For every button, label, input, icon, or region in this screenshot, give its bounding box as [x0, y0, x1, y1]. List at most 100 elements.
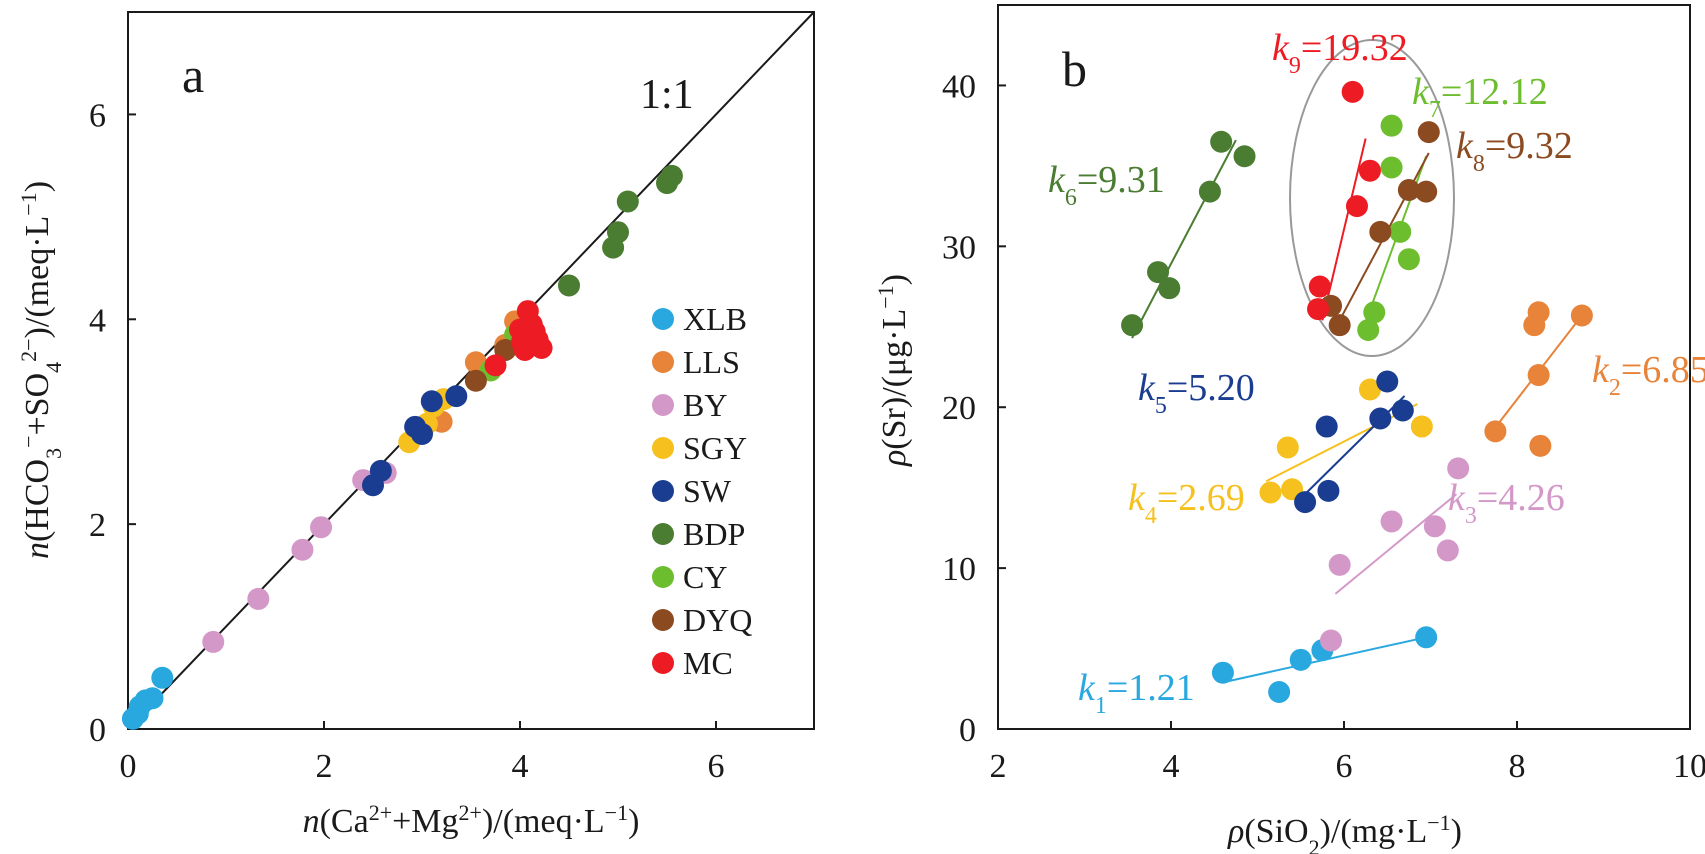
legend-label-sw: SW [683, 473, 732, 509]
slope-label-bdp: k6=9.31 [1048, 159, 1165, 211]
point-sw [420, 390, 443, 413]
legend-label-lls: LLS [683, 344, 740, 380]
point-by [1447, 457, 1470, 480]
legend-marker-sgy [652, 437, 674, 459]
legend-label-cy: CY [683, 559, 727, 595]
point-xlb [141, 687, 164, 710]
point-by [1320, 629, 1343, 652]
panel-b-slope-labels: k1=1.21 k2=6.85 k3=4.26 k4=2.69 k5=5.20 k6=9.… [1048, 27, 1705, 719]
point-cy [1357, 318, 1380, 341]
y-tick-label: 4 [89, 302, 106, 339]
panel-a-y-axis-label: n(HCO3−+SO42−)/(meq·L−1) [16, 181, 66, 559]
panel-b-axes: 2 4 6 8 10 0 10 20 30 40 [942, 68, 1705, 785]
slope-label-lls: k2=6.85 [1592, 349, 1705, 401]
point-sw [1294, 491, 1317, 514]
legend-marker-mc [652, 652, 674, 674]
point-dyq [1415, 180, 1438, 203]
point-bdp [1210, 130, 1233, 153]
legend-marker-by [652, 394, 674, 416]
point-sw [369, 459, 392, 482]
point-xlb [1211, 661, 1234, 684]
legend-label-xlb: XLB [683, 301, 747, 337]
point-xlb [151, 666, 174, 689]
panel-a-points [121, 164, 683, 730]
panel-b-plot-area [997, 4, 1691, 730]
legend-marker-xlb [652, 308, 674, 330]
point-mc [530, 336, 553, 359]
slope-label-mc: k9=19.32 [1272, 27, 1408, 79]
point-sw [1317, 479, 1340, 502]
panel-b-points [1121, 80, 1593, 703]
point-bdp [1198, 180, 1221, 203]
point-sgy [1410, 415, 1433, 438]
y-tick-label: 20 [942, 390, 976, 427]
slope-label-cy: k7=12.12 [1412, 71, 1548, 123]
point-lls [1484, 420, 1507, 443]
point-bdp [558, 274, 580, 297]
x-tick-label: 8 [1509, 748, 1526, 785]
point-by [202, 630, 225, 653]
point-sgy [1259, 481, 1282, 504]
y-tick-label: 10 [942, 551, 976, 588]
point-bdp [607, 221, 629, 244]
fit-line-bdp [1131, 139, 1237, 339]
point-lls [1527, 301, 1550, 324]
point-bdp [1121, 314, 1144, 337]
point-cy [1363, 301, 1386, 324]
slope-label-sgy: k4=2.69 [1128, 477, 1245, 529]
y-tick-label: 0 [89, 712, 106, 749]
point-dyq [1369, 220, 1392, 243]
panel-b-x-axis-label: ρ(SiO2)/(mg·L−1) [1227, 810, 1462, 854]
legend-marker-sw [652, 480, 674, 502]
panel-a-x-axis-label: n(Ca2++Mg2+)/(meq·L−1) [303, 800, 640, 841]
y-tick-label: 2 [89, 507, 106, 544]
point-mc [484, 354, 507, 377]
point-bdp [660, 164, 683, 187]
x-tick-label: 2 [990, 748, 1007, 785]
legend-label-mc: MC [683, 645, 733, 681]
point-sw [1391, 399, 1414, 422]
panel-b-fit-lines [1131, 138, 1583, 684]
legend-marker-lls [652, 351, 674, 373]
x-tick-label: 10 [1673, 748, 1705, 785]
point-cy [1397, 248, 1420, 271]
point-bdp [616, 190, 639, 213]
slope-label-sw: k5=5.20 [1138, 367, 1255, 419]
point-bdp [1158, 277, 1181, 300]
panel-a: a 1:1 0 2 4 6 0 2 4 6 XLB LLS BY SGY SW BDP CY DYQ MC n… [16, 11, 815, 841]
point-mc [1308, 275, 1331, 298]
point-lls [1529, 434, 1552, 457]
fit-line-by [1334, 493, 1458, 595]
point-sw [1369, 407, 1392, 430]
x-tick-label: 6 [708, 748, 725, 785]
point-sgy [1358, 378, 1381, 401]
point-sgy [1276, 436, 1299, 459]
panel-b-y-axis-label: ρ(Sr)/(μg·L−1) [873, 274, 914, 467]
point-cy [1389, 220, 1412, 243]
x-tick-label: 6 [1336, 748, 1353, 785]
point-mc [1345, 195, 1368, 218]
point-mc [1341, 80, 1364, 103]
point-bdp [1147, 261, 1170, 284]
point-dyq [1417, 121, 1440, 144]
point-mc [1358, 159, 1381, 182]
slope-label-xlb: k1=1.21 [1078, 667, 1195, 719]
x-tick-label: 4 [1163, 748, 1180, 785]
legend-label-dyq: DYQ [683, 602, 752, 638]
slope-label-dyq: k8=9.32 [1456, 125, 1573, 177]
point-dyq [464, 369, 487, 392]
point-by [291, 538, 314, 561]
legend-label-by: BY [683, 387, 727, 423]
fit-line-sw [1304, 395, 1406, 495]
point-bdp [1233, 145, 1256, 168]
x-tick-label: 0 [120, 748, 137, 785]
x-tick-label: 2 [316, 748, 333, 785]
point-sw [1376, 370, 1399, 393]
point-sw [1315, 415, 1338, 438]
legend-marker-cy [652, 566, 674, 588]
y-tick-label: 30 [942, 229, 976, 266]
panel-a-ratio-label: 1:1 [640, 72, 694, 118]
point-mc [509, 318, 531, 341]
point-dyq [1328, 314, 1351, 337]
